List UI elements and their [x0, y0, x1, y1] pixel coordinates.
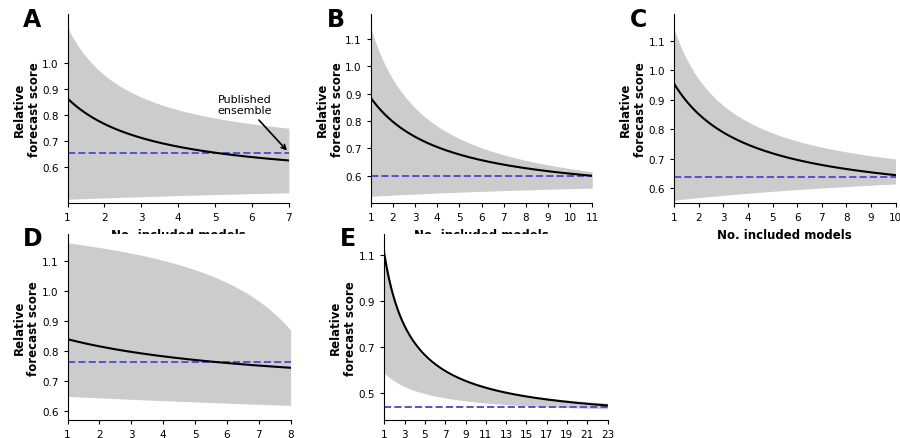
- Y-axis label: Relative
forecast score: Relative forecast score: [316, 62, 344, 157]
- Y-axis label: Relative
forecast score: Relative forecast score: [329, 280, 357, 374]
- Text: E: E: [339, 227, 356, 251]
- Text: A: A: [23, 8, 41, 32]
- Y-axis label: Relative
forecast score: Relative forecast score: [619, 62, 647, 157]
- Y-axis label: Relative
forecast score: Relative forecast score: [13, 62, 40, 157]
- X-axis label: No. included models: No. included models: [717, 228, 852, 241]
- Text: B: B: [327, 8, 345, 32]
- Y-axis label: Relative
forecast score: Relative forecast score: [13, 280, 40, 374]
- Text: C: C: [630, 8, 647, 32]
- X-axis label: No. included models: No. included models: [111, 228, 246, 241]
- Text: D: D: [22, 227, 42, 251]
- X-axis label: No. included models: No. included models: [414, 228, 549, 241]
- Text: Published
ensemble: Published ensemble: [218, 95, 286, 150]
